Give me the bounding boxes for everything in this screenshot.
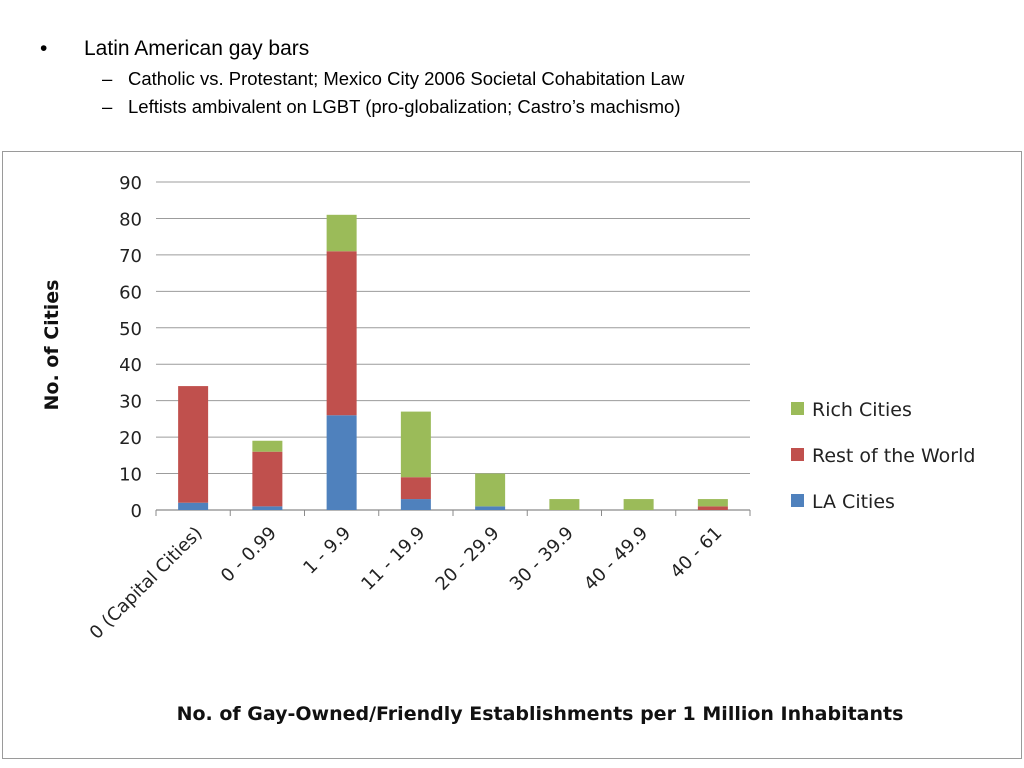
x-tick-label: 0 - 0.99 [217,523,281,587]
gridlines [155,181,751,516]
y-axis-title: No. of Cities [41,280,63,411]
chart-frame [2,151,1022,759]
bar-rest-of-the-world [252,451,283,507]
x-tick-label: 11 - 19.9 [357,523,429,595]
legend: Rich Cities Rest of the World LA Cities [791,399,975,513]
slide-bullets: • Latin American gay bars – Catholic vs.… [0,0,1024,140]
y-tick-label: 40 [119,355,142,376]
x-tick-label: 40 - 61 [666,523,726,583]
legend-swatch [791,494,804,507]
bar-rich-cities [400,411,431,478]
x-tick-label: 0 (Capital Cities) [86,523,207,644]
x-tick-label: 40 - 49.9 [580,523,652,595]
y-tick-label: 30 [119,392,142,413]
y-tick-label: 20 [119,428,142,449]
bar-rich-cities [697,499,728,507]
bar-la-cities [326,415,357,510]
bar-la-cities [400,499,431,510]
bar-rest-of-the-world [326,251,357,416]
y-tick-label: 80 [119,209,142,230]
x-tick-label: 1 - 9.9 [299,523,355,579]
bar-la-cities [252,506,283,510]
subbullet-text: Catholic vs. Protestant; Mexico City 200… [128,68,685,89]
bar-rest-of-the-world [697,506,728,510]
legend-label: Rest of the World [812,445,975,467]
y-tick-label: 10 [119,465,142,486]
y-tick-labels: 0 10 20 30 40 50 60 70 80 90 [119,173,142,522]
bar-rest-of-the-world [400,477,431,500]
bar-rich-cities [326,214,357,252]
bar-rich-cities [549,499,580,510]
x-tick-label: 20 - 29.9 [432,523,504,595]
bar-la-cities [475,506,506,510]
subbullet-marker: – [102,68,113,89]
bullet-text: Latin American gay bars [84,37,310,60]
legend-swatch [791,448,804,461]
y-tick-label: 60 [119,282,142,303]
y-tick-label: 90 [119,173,142,194]
bar-rest-of-the-world [178,386,209,503]
legend-swatch [791,402,804,415]
bar-rich-cities [475,473,506,507]
subbullet-marker: – [102,96,113,117]
y-tick-label: 70 [119,246,142,267]
x-tick-label: 30 - 39.9 [506,523,578,595]
bar-rich-cities [252,440,283,452]
bar-la-cities [178,502,209,510]
legend-label: Rich Cities [812,399,912,421]
bullet-marker: • [40,37,48,60]
x-axis-title: No. of Gay-Owned/Friendly Establishments… [177,703,904,725]
subbullet-text: Leftists ambivalent on LGBT (pro-globali… [128,96,681,117]
legend-label: LA Cities [812,491,895,513]
y-tick-label: 0 [131,501,142,522]
y-tick-label: 50 [119,319,142,340]
bar-rich-cities [623,499,654,510]
bars [178,214,728,510]
x-tick-labels: 0 (Capital Cities) 0 - 0.99 1 - 9.9 11 - 19… [86,523,727,644]
